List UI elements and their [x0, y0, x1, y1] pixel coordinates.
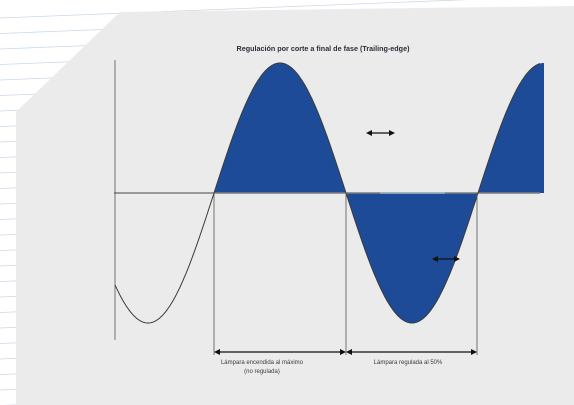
span-arrow-full	[214, 349, 346, 355]
caption-full-power: Lámpara encendida al máximo	[221, 360, 304, 366]
left-right-arrow-icon	[366, 130, 395, 136]
caption-full-power-note: (no regulada)	[244, 369, 280, 375]
background-stripe	[0, 0, 469, 19]
diagram-title: Regulación por corte a final de fase (Tr…	[237, 44, 411, 53]
sine-waveform	[114, 62, 541, 324]
left-right-arrow-icon	[432, 256, 460, 262]
conducted-region-regulated	[478, 63, 544, 193]
caption-regulated: Lámpara regulada al 50%	[374, 360, 443, 366]
diagram-panel	[16, 6, 574, 405]
span-arrow-regulated	[346, 349, 477, 355]
